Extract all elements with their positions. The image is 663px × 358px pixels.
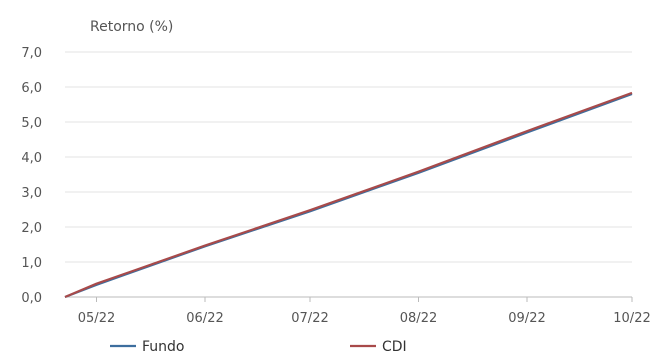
y-tick-labels: 0,0 1,0 2,0 3,0 4,0 5,0 6,0 7,0 — [21, 46, 42, 306]
x-tick-label: 08/22 — [400, 311, 437, 326]
y-tick-label: 0,0 — [21, 291, 42, 306]
y-tick-label: 2,0 — [21, 221, 42, 236]
y-tick-label: 7,0 — [21, 46, 42, 61]
x-tick-label: 05/22 — [78, 311, 115, 326]
x-tick-label: 06/22 — [186, 311, 223, 326]
x-tick-label: 10/22 — [613, 311, 650, 326]
y-tick-label: 6,0 — [21, 81, 42, 96]
legend-label: Fundo — [142, 339, 185, 355]
y-tick-label: 1,0 — [21, 256, 42, 271]
y-tick-label: 3,0 — [21, 186, 42, 201]
x-tick-label: 07/22 — [291, 311, 328, 326]
legend-label: CDI — [382, 339, 407, 355]
series-line-cdi — [64, 91, 633, 299]
y-tick-label: 5,0 — [21, 116, 42, 131]
x-tick-label: 09/22 — [508, 311, 545, 326]
gridlines — [65, 51, 632, 298]
legend: Fundo CDI — [110, 339, 407, 355]
y-axis-label: Retorno (%) — [90, 19, 173, 35]
x-tick-labels: 05/22 06/22 07/22 08/22 09/22 10/22 — [78, 297, 651, 326]
series-lines — [64, 91, 633, 299]
y-tick-label: 4,0 — [21, 151, 42, 166]
